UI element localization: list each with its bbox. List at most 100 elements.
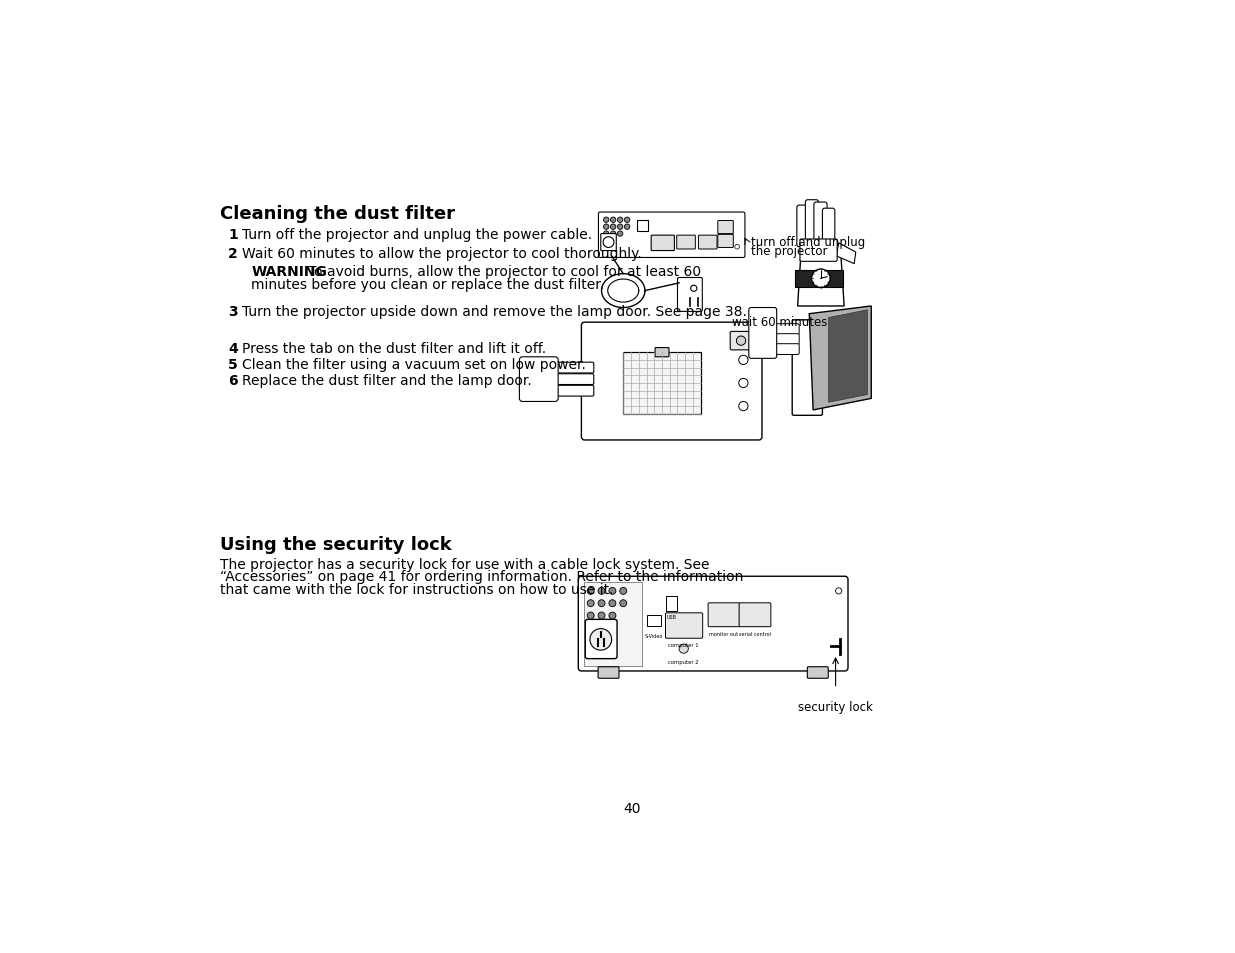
FancyBboxPatch shape <box>805 200 819 248</box>
Text: monitor out: monitor out <box>709 631 739 637</box>
FancyBboxPatch shape <box>795 271 844 288</box>
Circle shape <box>604 225 609 230</box>
Text: 1: 1 <box>228 228 238 242</box>
Text: serial control: serial control <box>739 631 771 637</box>
Circle shape <box>610 218 616 223</box>
Circle shape <box>618 225 622 230</box>
Text: 4: 4 <box>228 341 238 355</box>
Text: 5: 5 <box>228 357 238 372</box>
FancyBboxPatch shape <box>769 344 799 355</box>
Text: USB: USB <box>667 615 677 619</box>
Circle shape <box>735 245 740 250</box>
FancyBboxPatch shape <box>748 308 777 359</box>
Circle shape <box>836 588 842 595</box>
Circle shape <box>625 218 630 223</box>
FancyBboxPatch shape <box>600 234 616 252</box>
Text: that came with the lock for instructions on how to use it.: that came with the lock for instructions… <box>220 582 614 596</box>
FancyBboxPatch shape <box>677 236 695 250</box>
Circle shape <box>604 232 609 237</box>
Text: 3: 3 <box>228 304 237 318</box>
Text: Replace the dust filter and the lamp door.: Replace the dust filter and the lamp doo… <box>242 374 532 388</box>
Circle shape <box>603 237 614 248</box>
Circle shape <box>679 644 688 654</box>
Text: Turn off the projector and unplug the power cable.: Turn off the projector and unplug the po… <box>242 228 592 242</box>
Text: Press the tab on the dust filter and lift it off.: Press the tab on the dust filter and lif… <box>242 341 546 355</box>
Circle shape <box>690 286 697 292</box>
FancyBboxPatch shape <box>651 236 674 252</box>
Circle shape <box>609 600 616 607</box>
Text: 40: 40 <box>624 801 641 815</box>
Circle shape <box>618 218 622 223</box>
FancyBboxPatch shape <box>655 348 669 357</box>
Circle shape <box>736 336 746 346</box>
Text: Turn the projector upside down and remove the lamp door. See page 38.: Turn the projector upside down and remov… <box>242 304 747 318</box>
Circle shape <box>739 379 748 388</box>
Circle shape <box>590 629 611 651</box>
FancyBboxPatch shape <box>808 667 829 679</box>
FancyBboxPatch shape <box>624 353 700 415</box>
Polygon shape <box>809 307 871 411</box>
FancyBboxPatch shape <box>598 667 619 679</box>
FancyBboxPatch shape <box>678 278 703 312</box>
Circle shape <box>587 613 594 619</box>
FancyBboxPatch shape <box>800 240 837 262</box>
FancyBboxPatch shape <box>647 615 661 626</box>
Text: Wait 60 minutes to allow the projector to cool thoroughly.: Wait 60 minutes to allow the projector t… <box>242 247 642 261</box>
FancyBboxPatch shape <box>718 235 734 248</box>
FancyBboxPatch shape <box>637 220 648 232</box>
Text: Using the security lock: Using the security lock <box>220 536 452 554</box>
FancyBboxPatch shape <box>585 619 618 659</box>
FancyBboxPatch shape <box>708 603 740 627</box>
Circle shape <box>739 355 748 365</box>
Text: : To avoid burns, allow the projector to cool for at least 60: : To avoid burns, allow the projector to… <box>299 265 701 279</box>
Text: the projector: the projector <box>751 245 827 258</box>
Circle shape <box>610 232 616 237</box>
Circle shape <box>598 600 605 607</box>
Polygon shape <box>798 245 845 307</box>
Circle shape <box>739 402 748 412</box>
Circle shape <box>598 588 605 595</box>
Polygon shape <box>829 311 867 403</box>
Circle shape <box>811 270 830 288</box>
FancyBboxPatch shape <box>548 386 594 396</box>
Text: wait 60 minutes: wait 60 minutes <box>732 315 827 329</box>
Polygon shape <box>836 244 856 264</box>
FancyBboxPatch shape <box>769 335 799 345</box>
FancyBboxPatch shape <box>520 357 558 402</box>
Text: “Accessories” on page 41 for ordering information. Refer to the information: “Accessories” on page 41 for ordering in… <box>220 570 743 583</box>
FancyBboxPatch shape <box>578 577 848 671</box>
FancyBboxPatch shape <box>666 613 703 639</box>
FancyBboxPatch shape <box>582 323 762 440</box>
FancyBboxPatch shape <box>718 221 734 234</box>
Text: turn off and unplug: turn off and unplug <box>751 236 866 249</box>
FancyBboxPatch shape <box>699 236 718 250</box>
Circle shape <box>618 232 622 237</box>
Circle shape <box>587 600 594 607</box>
Text: minutes before you clean or replace the dust filter.: minutes before you clean or replace the … <box>251 277 604 292</box>
FancyBboxPatch shape <box>769 324 799 335</box>
FancyBboxPatch shape <box>548 363 594 374</box>
FancyBboxPatch shape <box>666 596 677 611</box>
Circle shape <box>620 600 626 607</box>
Text: security lock: security lock <box>798 700 873 714</box>
Text: 2: 2 <box>228 247 238 261</box>
FancyBboxPatch shape <box>792 320 823 416</box>
Text: 6: 6 <box>228 374 237 388</box>
Text: computer 1: computer 1 <box>668 642 699 648</box>
Text: Cleaning the dust filter: Cleaning the dust filter <box>220 205 456 223</box>
FancyBboxPatch shape <box>730 332 752 351</box>
FancyBboxPatch shape <box>599 213 745 258</box>
Circle shape <box>609 588 616 595</box>
FancyBboxPatch shape <box>739 603 771 627</box>
Circle shape <box>598 613 605 619</box>
FancyBboxPatch shape <box>797 206 810 248</box>
Circle shape <box>609 613 616 619</box>
FancyBboxPatch shape <box>823 209 835 248</box>
Circle shape <box>625 225 630 230</box>
Text: S-Video: S-Video <box>645 634 663 639</box>
Text: computer 2: computer 2 <box>668 659 699 664</box>
Circle shape <box>587 588 594 595</box>
FancyBboxPatch shape <box>814 203 827 248</box>
Circle shape <box>620 588 626 595</box>
Text: WARNING: WARNING <box>251 265 327 279</box>
